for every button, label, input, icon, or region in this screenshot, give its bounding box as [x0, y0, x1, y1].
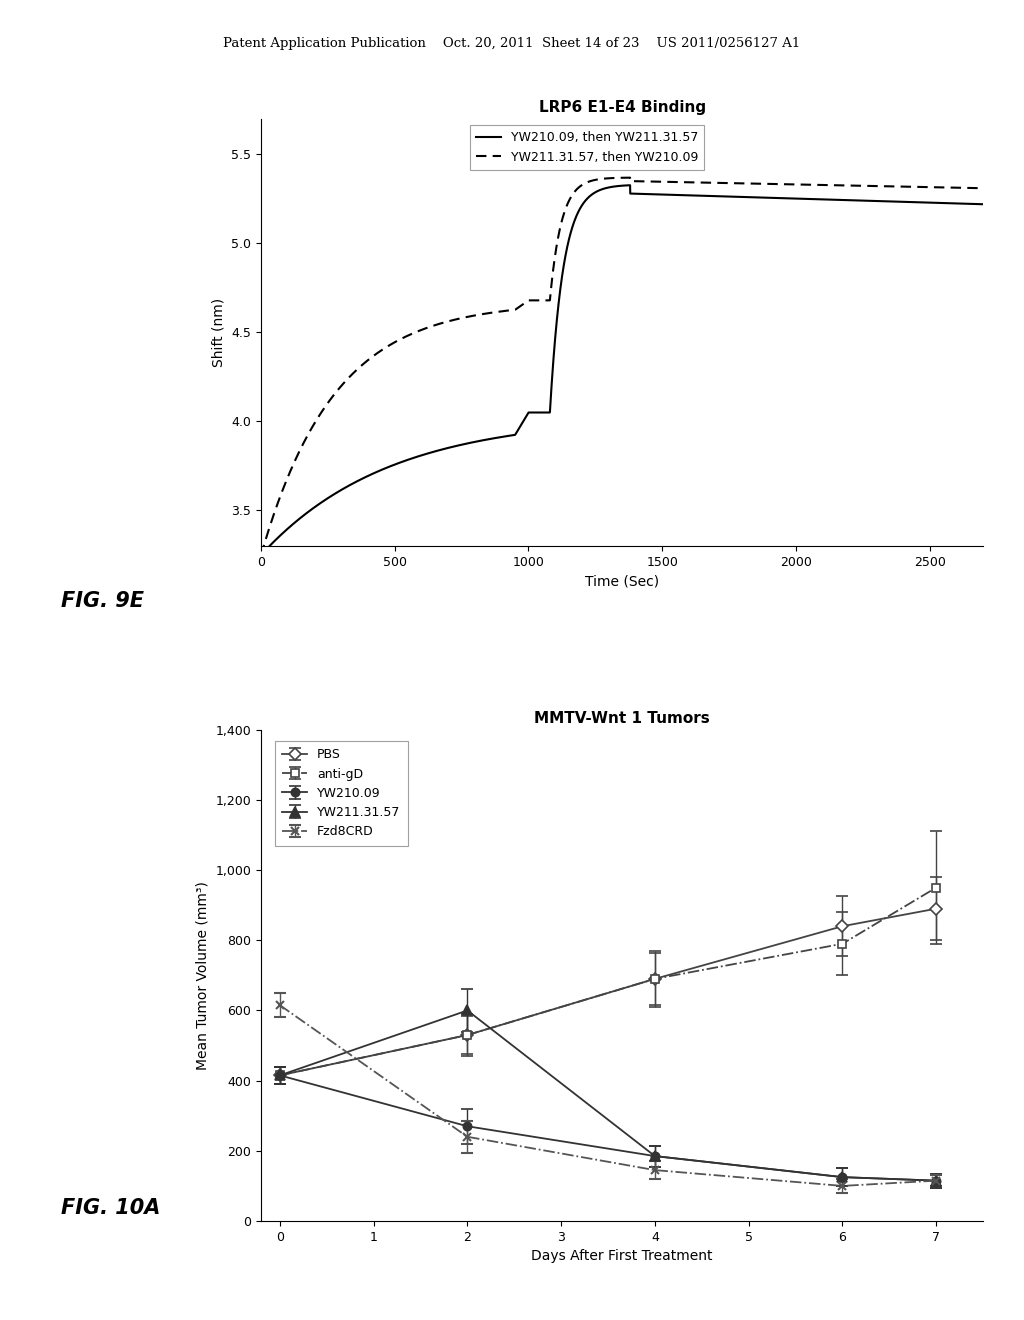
X-axis label: Days After First Treatment: Days After First Treatment [531, 1249, 713, 1263]
Legend: PBS, anti-gD, YW210.09, YW211.31.57, Fzd8CRD: PBS, anti-gD, YW210.09, YW211.31.57, Fzd… [274, 741, 408, 846]
Legend: YW210.09, then YW211.31.57, YW211.31.57, then YW210.09: YW210.09, then YW211.31.57, YW211.31.57,… [470, 125, 705, 170]
YW210.09, then YW211.31.57 [255, 546, 267, 562]
YW210.09, then YW211.31.57 [688, 187, 700, 203]
YW210.09, then YW211.31.57 [794, 191, 806, 207]
Title: MMTV-Wnt 1 Tumors: MMTV-Wnt 1 Tumors [535, 710, 710, 726]
YW210.09, then YW211.31.57 [386, 458, 398, 474]
YW211.31.57, then YW210.09 [977, 181, 989, 197]
YW211.31.57, then YW210.09 [386, 335, 398, 351]
Y-axis label: Mean Tumor Volume (mm³): Mean Tumor Volume (mm³) [196, 880, 210, 1069]
Title: LRP6 E1-E4 Binding: LRP6 E1-E4 Binding [539, 100, 706, 115]
YW210.09, then YW211.31.57 [977, 197, 989, 213]
YW211.31.57, then YW210.09 [794, 177, 806, 193]
Line: YW211.31.57, then YW210.09: YW211.31.57, then YW210.09 [261, 178, 983, 554]
YW211.31.57, then YW210.09 [849, 178, 861, 194]
Text: FIG. 9E: FIG. 9E [61, 590, 144, 611]
YW211.31.57, then YW210.09 [255, 546, 267, 562]
YW210.09, then YW211.31.57 [849, 193, 861, 209]
Text: Patent Application Publication    Oct. 20, 2011  Sheet 14 of 23    US 2011/02561: Patent Application Publication Oct. 20, … [223, 37, 801, 50]
YW211.31.57, then YW210.09 [725, 176, 737, 191]
YW210.09, then YW211.31.57 [624, 177, 636, 193]
Text: FIG. 10A: FIG. 10A [61, 1197, 161, 1218]
Y-axis label: Shift (nm): Shift (nm) [212, 298, 226, 367]
Line: YW210.09, then YW211.31.57: YW210.09, then YW211.31.57 [261, 185, 983, 554]
YW211.31.57, then YW210.09 [688, 174, 700, 190]
X-axis label: Time (Sec): Time (Sec) [585, 574, 659, 589]
YW211.31.57, then YW210.09 [530, 293, 543, 309]
YW210.09, then YW211.31.57 [725, 189, 737, 205]
YW211.31.57, then YW210.09 [624, 170, 636, 186]
YW210.09, then YW211.31.57 [530, 405, 543, 421]
